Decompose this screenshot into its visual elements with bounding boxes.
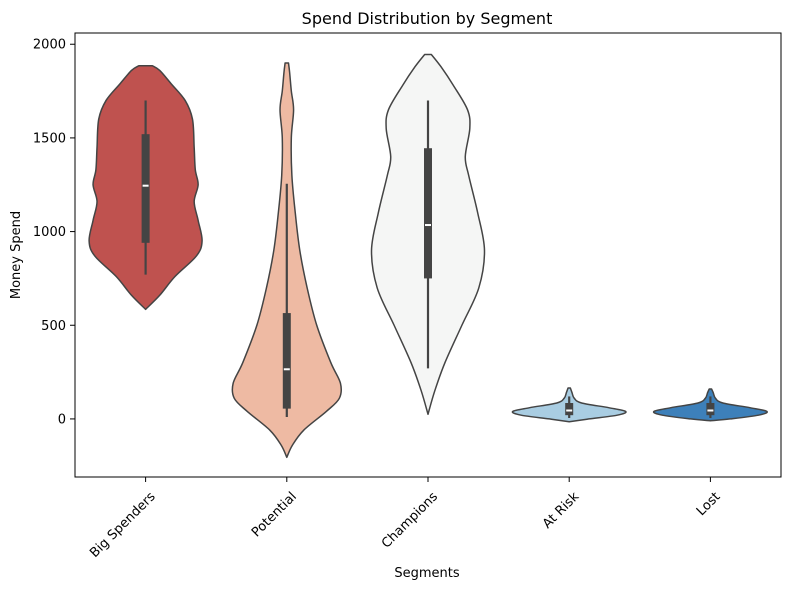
y-tick-label: 2000 [33, 38, 66, 53]
x-axis: Big Spenders Potential Champions At Risk Los… [87, 477, 723, 561]
x-tick-label: Lost [694, 489, 724, 519]
plot-area [88, 53, 768, 459]
violin-lost [652, 388, 768, 422]
violin-iqr-box [282, 313, 291, 409]
violin-big-spenders [88, 65, 203, 311]
violin-champions [370, 53, 486, 415]
violin-iqr-box [424, 148, 432, 279]
x-tick-label: At Risk [540, 489, 583, 532]
violin-at-risk [511, 387, 627, 423]
violin-potential [231, 62, 343, 459]
chart-title: Spend Distribution by Segment [302, 9, 553, 28]
x-tick-label: Potential [249, 489, 300, 540]
y-tick-label: 1500 [33, 131, 66, 146]
y-tick-label: 0 [58, 412, 66, 427]
x-tick-label: Big Spenders [87, 489, 159, 561]
x-axis-label: Segments [394, 566, 460, 581]
y-axis: 0 500 1000 1500 2000 [33, 38, 75, 427]
violin-iqr-box [565, 403, 574, 416]
y-tick-label: 500 [41, 319, 66, 334]
y-axis-label: Money Spend [9, 211, 24, 299]
x-tick-label: Champions [379, 489, 441, 551]
violin-iqr-box [141, 134, 150, 243]
y-tick-label: 1000 [33, 225, 66, 240]
violin-iqr-box [706, 403, 715, 416]
